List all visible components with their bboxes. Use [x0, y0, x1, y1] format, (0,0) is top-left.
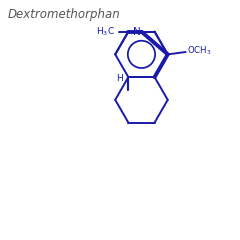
Text: N: N [132, 27, 140, 37]
Text: OCH$_3$: OCH$_3$ [187, 45, 211, 57]
Text: H: H [116, 74, 123, 83]
Text: H$_3$C: H$_3$C [96, 25, 115, 38]
Text: Dextromethorphan: Dextromethorphan [8, 8, 121, 21]
